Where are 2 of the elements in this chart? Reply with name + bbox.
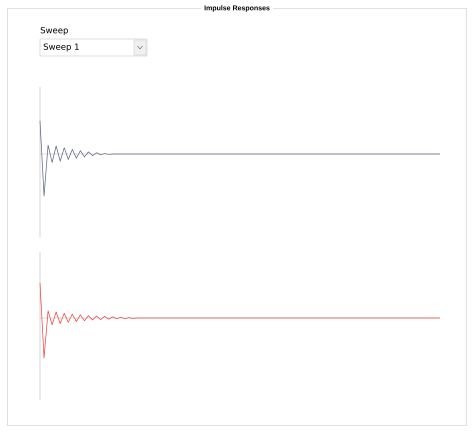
text: Sweep [40, 26, 68, 36]
text: Sweep 1 [44, 43, 79, 52]
